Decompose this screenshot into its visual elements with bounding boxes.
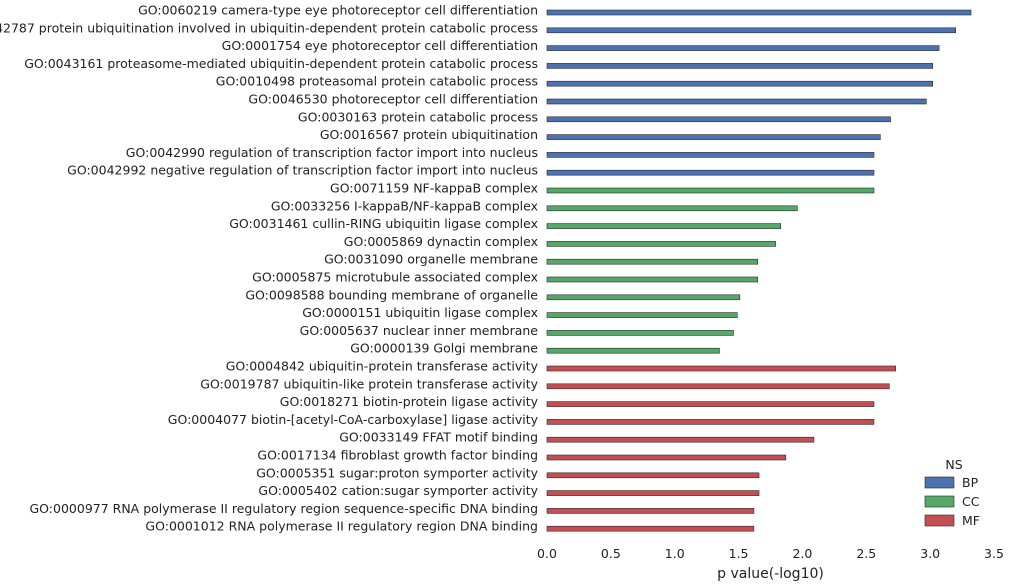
legend-swatch — [924, 476, 955, 489]
bar — [546, 116, 891, 123]
category-label: GO:0046530 photoreceptor cell differenti… — [248, 92, 538, 107]
category-label: GO:0001754 eye photoreceptor cell differ… — [222, 38, 538, 53]
bar — [546, 383, 890, 390]
x-tick-label: 2.5 — [856, 546, 876, 561]
bar — [546, 205, 798, 212]
category-label: GO:0000977 RNA polymerase II regulatory … — [29, 501, 538, 516]
category-label: GO:0001012 RNA polymerase II regulatory … — [145, 519, 538, 534]
category-label: GO:0005869 dynactin complex — [344, 234, 538, 249]
category-label: GO:0042992 negative regulation of transc… — [67, 163, 538, 178]
bar — [546, 169, 875, 176]
legend-swatch — [924, 514, 955, 527]
legend-title: NS — [945, 457, 962, 472]
category-label: GO:0004842 ubiquitin-protein transferase… — [226, 359, 539, 374]
bar — [546, 419, 875, 425]
bar — [546, 258, 759, 265]
bar — [546, 27, 956, 34]
x-tick-label: 3.0 — [920, 546, 940, 561]
legend-label: BP — [962, 475, 979, 490]
category-label: GO:0098588 bounding membrane of organell… — [245, 287, 538, 302]
legend-entries: BP CC MF — [924, 475, 980, 528]
bar — [546, 98, 927, 105]
x-tick-label: 0.5 — [601, 546, 621, 561]
category-label: GO:0042990 regulation of transcription f… — [126, 145, 538, 160]
x-axis-ticks: 0.0 0.5 1.0 1.5 2.0 2.5 3.0 3.5 — [537, 546, 1004, 561]
bar — [546, 134, 881, 140]
category-label: GO:0000151 ubiquitin ligase complex — [302, 305, 538, 320]
bar — [546, 241, 776, 247]
x-tick-label: 3.5 — [984, 546, 1004, 561]
bar — [546, 276, 759, 283]
bar — [546, 365, 896, 372]
bar — [546, 45, 940, 51]
category-label: GO:0031461 cullin-RING ubiquitin ligase … — [229, 216, 538, 231]
category-label: GO:0033149 FFAT motif binding — [339, 430, 538, 445]
category-label: GO:0010498 proteasomal protein catabolic… — [216, 74, 538, 89]
bar — [546, 330, 734, 336]
category-label: GO:0031090 organelle membrane — [324, 252, 538, 267]
bar — [546, 472, 760, 479]
bar — [546, 223, 782, 229]
bar — [546, 508, 755, 514]
category-label: GO:0030163 protein catabolic process — [298, 109, 538, 124]
bars-layer — [546, 9, 972, 532]
x-axis-title: p value(-log10) — [717, 566, 824, 582]
category-label: GO:0000139 Golgi membrane — [350, 341, 538, 356]
legend-swatch — [924, 495, 955, 508]
bar — [546, 401, 875, 407]
bar — [546, 525, 755, 532]
bar — [546, 454, 787, 461]
category-labels: GO:0060219 camera-type eye photoreceptor… — [0, 3, 539, 534]
bar — [546, 80, 933, 87]
category-label: GO:0071159 NF-kappaB complex — [330, 181, 538, 196]
x-tick-label: 1.0 — [665, 546, 685, 561]
x-tick-label: 1.5 — [729, 546, 749, 561]
bar — [546, 347, 720, 354]
category-label: GO:0060219 camera-type eye photoreceptor… — [138, 3, 538, 18]
bar — [546, 63, 933, 69]
category-label: GO:0016567 protein ubiquitination — [320, 127, 538, 142]
category-label: GO:0018271 biotin-protein ligase activit… — [280, 394, 539, 409]
category-label: GO:0033256 I-kappaB/NF-kappaB complex — [271, 198, 538, 213]
bar — [546, 490, 760, 496]
x-tick-label: 0.0 — [537, 546, 557, 561]
category-label: GO:0042787 protein ubiquitination involv… — [0, 20, 538, 35]
category-label: GO:0004077 biotin-[acetyl-CoA-carboxylas… — [168, 412, 539, 427]
bar — [546, 436, 815, 443]
bar — [546, 312, 738, 318]
bar — [546, 152, 875, 158]
bar — [546, 294, 741, 301]
category-label: GO:0005637 nuclear inner membrane — [300, 323, 539, 338]
legend-label: MF — [962, 513, 980, 528]
x-tick-label: 2.0 — [792, 546, 812, 561]
category-label: GO:0043161 proteasome-mediated ubiquitin… — [24, 56, 538, 71]
category-label: GO:0005875 microtubule associated comple… — [252, 270, 538, 285]
category-label: GO:0019787 ubiquitin-like protein transf… — [200, 376, 538, 391]
bar — [546, 187, 875, 194]
legend: NS BP CC MF — [924, 457, 980, 528]
category-label: GO:0005402 cation:sugar symporter activi… — [258, 483, 538, 498]
legend-label: CC — [962, 494, 980, 509]
bar — [546, 9, 972, 16]
category-label: GO:0005351 sugar:proton symporter activi… — [256, 465, 538, 480]
category-label: GO:0017134 fibroblast growth factor bind… — [257, 448, 538, 463]
